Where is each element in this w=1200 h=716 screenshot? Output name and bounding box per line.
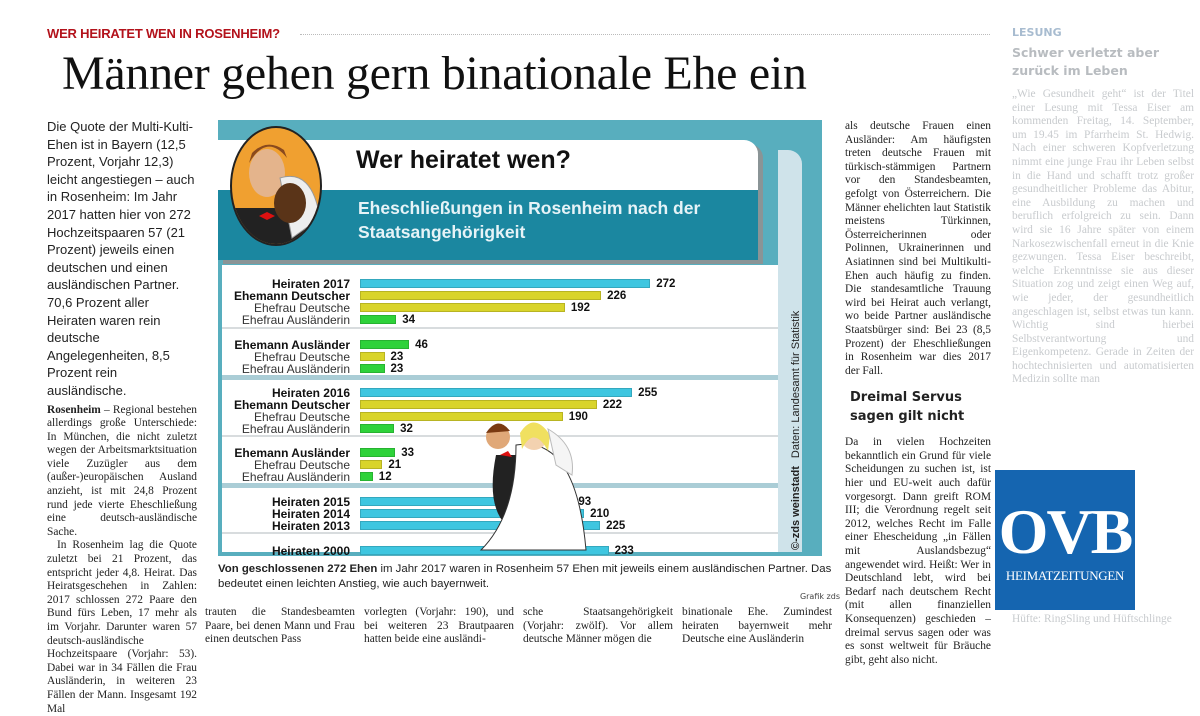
bar-value-label: 192 bbox=[571, 302, 590, 314]
bar-value-label: 23 bbox=[391, 351, 404, 363]
bar-value-label: 23 bbox=[391, 363, 404, 375]
bar-value-label: 272 bbox=[656, 278, 675, 290]
bar-value-label: 21 bbox=[388, 459, 401, 471]
article-kicker: WER HEIRATET WEN IN ROSENHEIM? bbox=[47, 26, 280, 41]
bar-value-label: 222 bbox=[603, 399, 622, 411]
article-bottom-column-4: binationale Ehe. Zumindest heiraten baye… bbox=[682, 606, 832, 647]
caption-bold: Von geschlossenen 272 Ehen bbox=[218, 563, 377, 575]
bar-value-label: 255 bbox=[638, 387, 657, 399]
article-headline: Männer gehen gern binationale Ehe ein bbox=[62, 46, 807, 102]
caption-source: Grafik zds bbox=[218, 592, 840, 602]
bar bbox=[360, 448, 395, 457]
chart-subtitle: Eheschließungen in Rosenheim nach der St… bbox=[358, 196, 758, 244]
bar bbox=[360, 388, 632, 397]
chart-caption: Von geschlossenen 272 Ehen im Jahr 2017 … bbox=[205, 562, 840, 602]
ovb-logo[interactable]: OVB HEIMATZEITUNGEN bbox=[995, 470, 1135, 610]
bar-label: Heiraten 2013 bbox=[224, 520, 350, 532]
bar bbox=[360, 364, 385, 373]
article-right-column: als deutsche Frauen einen Ausländer: Am … bbox=[845, 120, 991, 378]
bar-value-label: 32 bbox=[400, 423, 413, 435]
paragraph: – Regional bestehen allerdings große Unt… bbox=[47, 404, 197, 538]
article-right-column-2: Da in vielen Hochzeiten bekanntlich ein … bbox=[845, 436, 991, 667]
sidebar-headline: Schwer verletzt aber zurück im Leben bbox=[1012, 44, 1194, 80]
article-bottom-column-3: sche Staatsangehörigkeit (Vorjahr: zwölf… bbox=[523, 606, 673, 647]
dateline: Rosenheim bbox=[47, 404, 101, 416]
article-lead: Die Quote der Multi-Kulti-Ehen ist in Ba… bbox=[47, 118, 197, 400]
bar-label: Ehefrau Ausländerin bbox=[224, 471, 350, 483]
bar bbox=[360, 400, 597, 409]
article-left-column: Die Quote der Multi-Kulti-Ehen ist in Ba… bbox=[47, 118, 197, 716]
chart-title: Wer heiratet wen? bbox=[356, 146, 571, 175]
bar bbox=[360, 279, 650, 288]
bar-label: Heiraten 2000 bbox=[224, 545, 350, 556]
sidebar-bottom-text: Hüfte: RingSling und Hüftschlinge bbox=[1012, 613, 1200, 627]
kicker-rule bbox=[300, 34, 990, 35]
infographic-chart: Wer heiratet wen? Eheschließungen in Ros… bbox=[218, 120, 822, 556]
chart-credit: ©-zds weinstadt Daten: Landesamt für Stat… bbox=[790, 311, 802, 550]
bar-label: Ehefrau Ausländerin bbox=[224, 363, 350, 375]
bar bbox=[360, 424, 394, 433]
article-bottom-column-2: vorlegten (Vorjahr: 190), und bei weiter… bbox=[364, 606, 514, 647]
wedding-couple-illustration bbox=[476, 415, 596, 555]
bar-value-label: 226 bbox=[607, 290, 626, 302]
couple-illustration bbox=[230, 126, 322, 246]
bar-value-label: 46 bbox=[415, 339, 428, 351]
bar bbox=[360, 291, 601, 300]
sidebar-body: „Wie Gesundheit geht“ ist der Titel eine… bbox=[1012, 88, 1194, 387]
bar-value-label: 34 bbox=[402, 314, 415, 326]
bar bbox=[360, 303, 565, 312]
logo-wordmark: OVB bbox=[995, 500, 1135, 564]
article-subhead: Dreimal Servus sagen gilt nicht bbox=[850, 388, 990, 426]
bar-label: Ehefrau Ausländerin bbox=[224, 314, 350, 326]
paragraph: In Rosenheim lag die Quote zuletzt bei 2… bbox=[47, 539, 197, 716]
bar bbox=[360, 472, 373, 481]
chart-divider bbox=[222, 327, 778, 329]
article-bottom-column-1: trauten die Standesbeamten Paare, bei de… bbox=[205, 606, 355, 647]
article-right-column-group: als deutsche Frauen einen Ausländer: Am … bbox=[845, 120, 991, 667]
sidebar-tag: LESUNG bbox=[1012, 26, 1194, 40]
sidebar-article: LESUNG Schwer verletzt aber zurück im Le… bbox=[1012, 26, 1194, 387]
bar bbox=[360, 352, 385, 361]
bar-label: Ehefrau Ausländerin bbox=[224, 423, 350, 435]
chart-source: Daten: Landesamt für Statistik bbox=[790, 311, 802, 458]
logo-subtitle: HEIMATZEITUNGEN bbox=[995, 568, 1135, 584]
article-column-1: Rosenheim – Regional bestehen allerdings… bbox=[47, 404, 197, 716]
bar-value-label: 33 bbox=[401, 447, 414, 459]
article-bottom-columns: trauten die Standesbeamten Paare, bei de… bbox=[205, 606, 840, 647]
bar-value-label: 233 bbox=[615, 545, 634, 556]
chart-copyright: ©-zds weinstadt bbox=[790, 466, 802, 550]
caption-and-bottom-columns: Von geschlossenen 272 Ehen im Jahr 2017 … bbox=[205, 562, 840, 647]
bar-value-label: 225 bbox=[606, 520, 625, 532]
bar bbox=[360, 340, 409, 349]
bar bbox=[360, 460, 382, 469]
bar bbox=[360, 315, 396, 324]
bar-value-label: 12 bbox=[379, 471, 392, 483]
